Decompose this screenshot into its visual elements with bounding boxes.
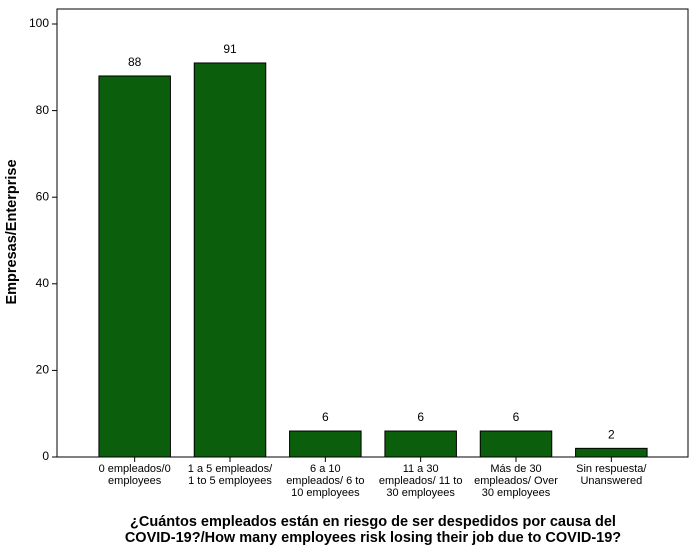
y-tick-label: 80 [36,103,50,117]
y-tick-label: 0 [42,449,49,463]
value-label: 6 [322,410,329,424]
value-label: 6 [513,410,520,424]
y-tick-label: 20 [36,363,50,377]
bar [575,447,648,458]
x-tick-label: Más de 30 empleados/ Over 30 employees [474,463,558,499]
bar [384,430,457,458]
x-tick-label: 0 empleados/0 employees [98,463,171,487]
x-tick-label: 1 a 5 empleados/ 1 to 5 employees [187,463,273,487]
x-tick-label: Sin respuesta/ Unanswered [576,463,647,487]
value-label: 6 [417,410,424,424]
bar [289,430,362,458]
y-tick-label: 100 [29,16,49,30]
bar [193,62,267,458]
x-tick-label: 6 a 10 empleados/ 6 to 10 employees [286,463,365,499]
x-tick-label: 11 a 30 empleados/ 11 to 30 employees [378,463,463,499]
y-tick-label: 40 [36,276,50,290]
y-tick-label: 60 [36,189,50,203]
value-label: 2 [608,428,615,442]
x-axis-title: ¿Cuántos empleados están en riesgo de se… [124,514,622,546]
value-label: 91 [223,42,237,56]
y-axis-title: Empresas/Enterprise [4,159,20,305]
bar [98,75,171,458]
value-label: 88 [128,55,142,69]
bar [479,430,553,458]
